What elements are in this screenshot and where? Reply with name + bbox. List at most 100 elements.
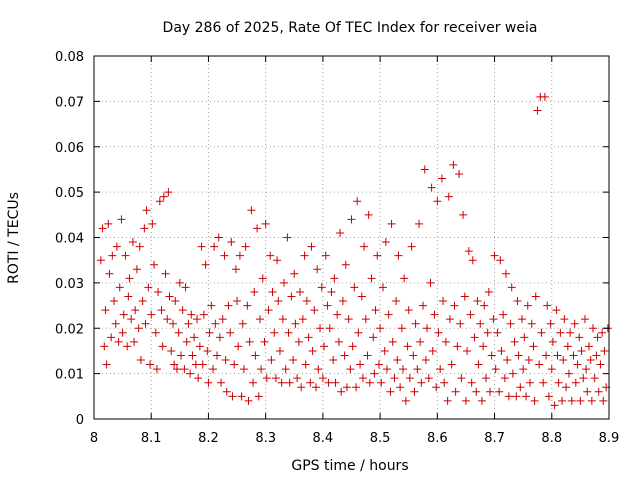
data-point xyxy=(519,365,528,374)
data-point xyxy=(297,383,306,392)
data-point xyxy=(227,238,236,247)
data-point xyxy=(244,396,253,405)
data-point xyxy=(283,233,292,242)
y-tick-label: 0.03 xyxy=(55,277,84,292)
data-point xyxy=(184,319,193,328)
data-point xyxy=(125,274,134,283)
data-point xyxy=(155,197,164,206)
data-point xyxy=(495,387,504,396)
data-point xyxy=(377,378,386,387)
data-point xyxy=(587,396,596,405)
data-point xyxy=(461,396,470,405)
data-point xyxy=(163,315,172,324)
data-point xyxy=(262,374,271,383)
data-point xyxy=(523,301,532,310)
data-point xyxy=(308,346,317,355)
data-point xyxy=(552,306,561,315)
data-point xyxy=(271,374,280,383)
data-point xyxy=(193,315,201,324)
data-point xyxy=(434,328,443,337)
data-point xyxy=(105,269,114,278)
data-point xyxy=(430,310,439,319)
data-point xyxy=(537,328,546,337)
data-point xyxy=(152,365,161,374)
data-point xyxy=(195,342,204,351)
data-point xyxy=(586,356,595,365)
data-point xyxy=(320,342,329,351)
data-point xyxy=(584,342,593,351)
data-point xyxy=(101,306,110,315)
data-point xyxy=(275,346,284,355)
x-tick-label: 8.4 xyxy=(313,431,334,446)
data-point xyxy=(397,324,406,333)
data-point xyxy=(387,219,396,228)
data-point xyxy=(329,356,338,365)
data-point xyxy=(142,206,151,215)
data-point xyxy=(135,242,144,251)
data-point xyxy=(175,278,184,287)
data-point xyxy=(577,346,586,355)
data-point xyxy=(300,251,309,260)
data-point xyxy=(514,351,523,360)
data-point xyxy=(373,251,382,260)
data-point xyxy=(404,306,413,315)
data-point xyxy=(181,283,190,292)
data-point xyxy=(479,342,488,351)
data-point xyxy=(468,256,477,265)
data-point xyxy=(241,242,250,251)
data-point xyxy=(413,365,422,374)
data-point xyxy=(324,378,333,387)
data-point xyxy=(347,215,356,224)
data-point xyxy=(150,260,159,269)
data-point xyxy=(470,333,479,342)
data-point xyxy=(114,337,123,346)
data-point xyxy=(399,365,407,374)
data-point xyxy=(100,342,109,351)
data-point xyxy=(233,297,242,306)
data-point xyxy=(213,351,222,360)
data-point xyxy=(592,351,601,360)
data-point xyxy=(367,274,376,283)
data-point xyxy=(540,92,549,101)
data-point xyxy=(245,337,254,346)
data-point xyxy=(323,301,332,310)
data-point xyxy=(423,324,432,333)
data-point xyxy=(268,287,277,296)
data-point xyxy=(123,342,132,351)
data-point xyxy=(296,287,304,296)
data-point xyxy=(473,297,482,306)
data-point xyxy=(289,356,298,365)
data-point xyxy=(182,337,191,346)
data-point xyxy=(261,219,270,228)
data-point xyxy=(396,383,405,392)
data-point xyxy=(394,251,403,260)
data-point xyxy=(273,256,282,265)
x-tick-label: 8 xyxy=(90,431,98,446)
data-point xyxy=(174,328,183,337)
data-point xyxy=(427,183,436,192)
data-point xyxy=(600,346,609,355)
data-point xyxy=(463,346,472,355)
data-point xyxy=(483,328,492,337)
data-point xyxy=(456,319,465,328)
data-point xyxy=(512,392,521,401)
x-axis-label: GPS time / hours xyxy=(291,458,408,474)
y-tick-label: 0 xyxy=(76,413,84,428)
data-point xyxy=(529,342,538,351)
data-point xyxy=(560,315,569,324)
data-point xyxy=(104,219,113,228)
x-tick-label: 8.2 xyxy=(198,431,219,446)
data-point xyxy=(489,315,498,324)
data-point xyxy=(352,383,361,392)
data-point xyxy=(130,337,139,346)
data-point xyxy=(290,269,299,278)
data-point xyxy=(403,342,412,351)
data-point xyxy=(384,310,393,319)
data-point xyxy=(497,346,506,355)
data-point xyxy=(338,297,347,306)
data-point xyxy=(222,387,231,396)
data-point xyxy=(370,369,379,378)
data-point xyxy=(504,392,513,401)
data-point xyxy=(313,265,322,274)
